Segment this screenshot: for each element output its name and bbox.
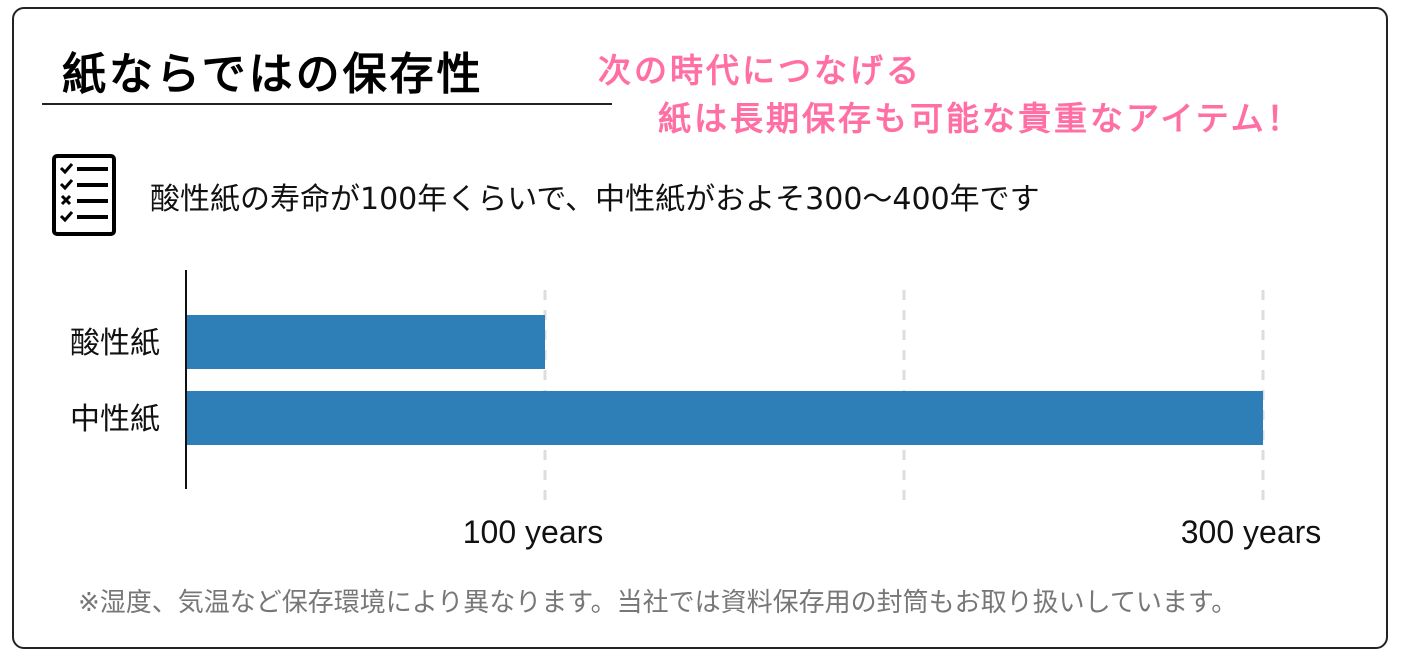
tagline-line-2: 紙は長期保存も可能な貴重なアイテム！	[658, 99, 1303, 138]
bar-0	[186, 315, 545, 369]
tick-label-100: 100 years	[463, 514, 604, 550]
category-label-1: 中性紙	[70, 402, 160, 437]
footnote: ※湿度、気温など保存環境により異なります。当社では資料保存用の封筒もお取り扱いし…	[78, 588, 1238, 618]
summary-text: 酸性紙の寿命が100年くらいで、中性紙がおよそ300～400年です	[150, 182, 1040, 217]
card-frame	[12, 7, 1388, 649]
checklist-icon	[52, 154, 116, 236]
bar-1	[186, 391, 1263, 445]
title-underline	[42, 103, 612, 105]
category-label-0: 酸性紙	[70, 326, 160, 361]
tagline-line-1: 次の時代につなげる	[598, 51, 922, 90]
tick-label-300: 300 years	[1181, 514, 1322, 550]
page-title: 紙ならではの保存性	[62, 49, 484, 100]
